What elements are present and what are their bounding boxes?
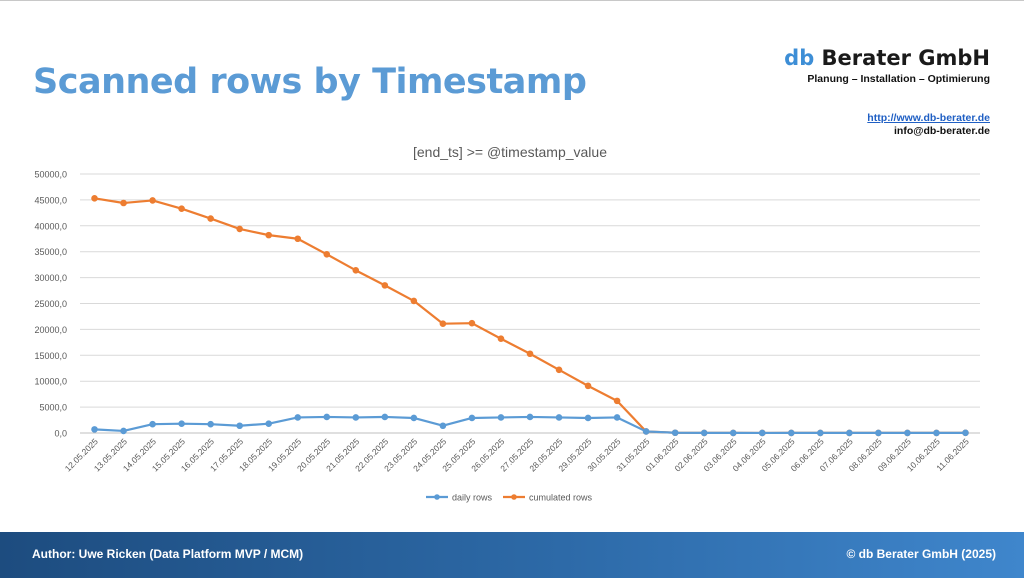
data-point-daily-rows <box>497 414 505 421</box>
data-point-cumulated-rows <box>91 195 98 202</box>
data-point-cumulated-rows <box>526 350 534 358</box>
data-point-cumulated-rows <box>352 267 360 274</box>
data-point-cumulated-rows <box>294 235 302 243</box>
data-point-daily-rows <box>846 429 853 437</box>
data-point-cumulated-rows <box>439 320 447 328</box>
legend-marker-cumulated-rows <box>511 494 517 500</box>
footer-author: Author: Uwe Ricken (Data Platform MVP / … <box>32 547 304 561</box>
data-point-daily-rows <box>642 428 650 435</box>
slide-title: Scanned rows by Timestamp <box>33 62 587 102</box>
top-border <box>0 0 1024 1</box>
data-point-daily-rows <box>236 422 243 430</box>
data-point-cumulated-rows <box>497 335 505 343</box>
data-point-daily-rows <box>555 414 563 421</box>
data-point-daily-rows <box>294 414 302 421</box>
data-point-daily-rows <box>352 414 360 421</box>
data-point-daily-rows <box>120 427 127 435</box>
y-tick-label: 15000,0 <box>34 351 67 361</box>
brand-rest: Berater GmbH <box>821 46 990 70</box>
data-point-cumulated-rows <box>584 382 592 390</box>
series-line-cumulated-rows <box>94 197 966 435</box>
legend-marker-daily-rows <box>434 494 440 500</box>
y-tick-label: 50000,0 <box>34 170 67 180</box>
brand-block: db Berater GmbH Planung – Installation –… <box>784 46 990 85</box>
data-point-daily-rows <box>91 426 98 433</box>
data-point-cumulated-rows <box>323 250 331 258</box>
data-point-daily-rows <box>962 429 969 437</box>
data-point-cumulated-rows <box>149 197 156 204</box>
data-point-daily-rows <box>265 420 273 427</box>
y-tick-label: 20000,0 <box>34 325 67 335</box>
data-point-daily-rows <box>758 429 766 437</box>
data-point-daily-rows <box>207 420 214 428</box>
y-tick-label: 25000,0 <box>34 299 67 309</box>
data-point-daily-rows <box>410 414 418 422</box>
y-tick-label: 10000,0 <box>34 377 67 387</box>
data-point-cumulated-rows <box>178 205 185 213</box>
y-tick-label: 0,0 <box>54 429 67 439</box>
data-point-daily-rows <box>904 429 911 437</box>
data-point-daily-rows <box>700 429 708 437</box>
line-chart: 0,0 5000,0 10000,0 15000,0 20000,0 25000,0 300… <box>34 170 980 503</box>
y-tick-label: 5000,0 <box>39 403 67 413</box>
email-text: info@db-berater.de <box>894 125 990 137</box>
data-point-cumulated-rows <box>381 282 389 289</box>
y-tick-label: 35000,0 <box>34 247 67 257</box>
data-point-daily-rows <box>584 414 592 422</box>
data-point-daily-rows <box>933 429 940 437</box>
data-point-daily-rows <box>323 413 331 421</box>
contact-block: http://www.db-berater.de info@db-berater… <box>867 112 990 138</box>
legend-label-cumulated-rows: cumulated rows <box>529 493 593 503</box>
chart-title: [end_ts] >= @timestamp_value <box>413 144 607 160</box>
data-point-daily-rows <box>178 420 185 427</box>
data-point-cumulated-rows <box>207 215 214 222</box>
data-point-daily-rows <box>613 414 621 421</box>
data-point-daily-rows <box>817 429 824 437</box>
data-point-daily-rows <box>787 429 795 437</box>
data-point-daily-rows <box>439 422 447 430</box>
data-point-daily-rows <box>468 414 476 422</box>
data-point-cumulated-rows <box>468 319 476 327</box>
data-point-daily-rows <box>875 429 882 437</box>
data-point-daily-rows <box>526 413 534 421</box>
data-point-cumulated-rows <box>555 366 563 374</box>
data-point-cumulated-rows <box>236 225 243 233</box>
data-point-cumulated-rows <box>410 297 418 305</box>
brand-name: db Berater GmbH <box>784 46 990 70</box>
y-tick-label: 45000,0 <box>34 195 67 205</box>
y-tick-label: 40000,0 <box>34 221 67 231</box>
data-point-daily-rows <box>381 413 389 421</box>
data-point-daily-rows <box>671 429 679 437</box>
footer-copyright: © db Berater GmbH (2025) <box>846 547 996 561</box>
y-tick-label: 30000,0 <box>34 273 67 283</box>
data-point-cumulated-rows <box>120 199 127 207</box>
data-point-daily-rows <box>729 429 737 437</box>
brand-tagline: Planung – Installation – Optimierung <box>807 73 990 85</box>
data-point-cumulated-rows <box>613 397 621 405</box>
footer-bar: Author: Uwe Ricken (Data Platform MVP / … <box>0 532 1024 578</box>
brand-accent: db <box>784 46 815 70</box>
data-point-cumulated-rows <box>265 231 273 239</box>
data-point-daily-rows <box>149 420 156 428</box>
legend-label-daily-rows: daily rows <box>452 493 493 503</box>
website-link[interactable]: http://www.db-berater.de <box>867 112 990 124</box>
